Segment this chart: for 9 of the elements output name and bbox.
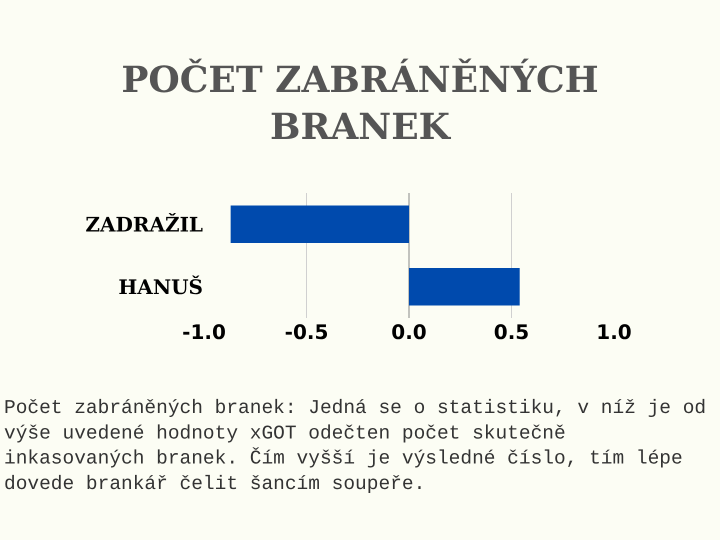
- y-tick-label: HANUŠ: [118, 274, 203, 299]
- x-tick-label: -1.0: [182, 320, 226, 344]
- chart-title: POČET ZABRÁNĚNÝCH BRANEK: [121, 58, 599, 148]
- y-tick-label: ZADRAŽIL: [85, 212, 203, 236]
- text: Počet zabráněných branek: Jedná se o statistiku, v níž je od výše uvedené hodnoty xGOT odečten počet skutečně inkasovaných branek. Čím vyšší je výsledné číslo, tím lépe dovede brankář čelit šancím soupeře.: [4, 397, 706, 496]
- x-tick-label: 0.0: [391, 320, 427, 344]
- x-tick-label: -0.5: [284, 320, 328, 344]
- x-tick-label: 1.0: [596, 320, 632, 344]
- x-tick-label: 0.5: [494, 320, 530, 344]
